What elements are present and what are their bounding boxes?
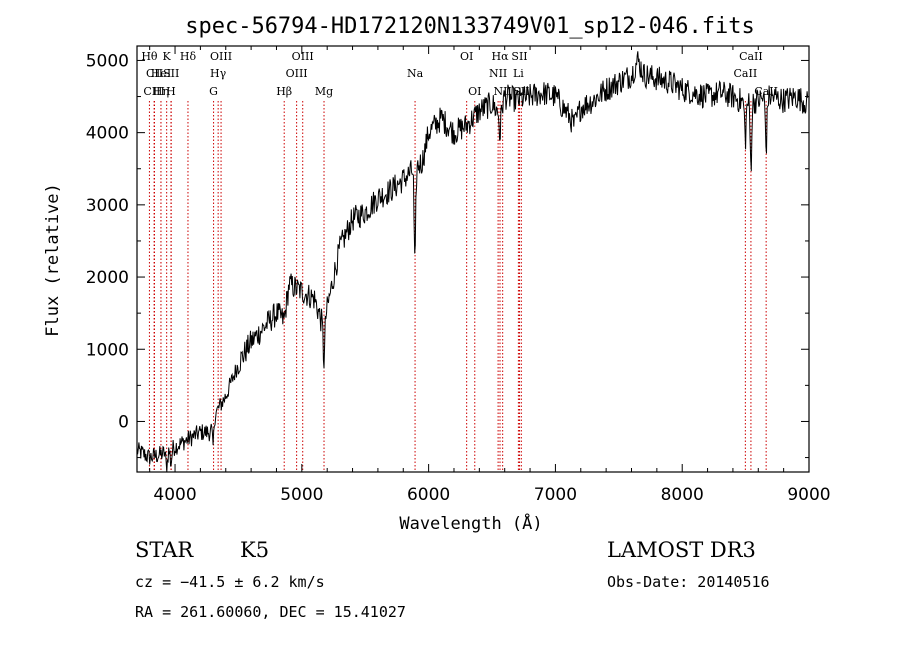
spectrum-series-line bbox=[136, 51, 809, 473]
spectral-line-label: SII bbox=[163, 67, 179, 80]
x-tick-label: 7000 bbox=[534, 485, 577, 505]
x-tick-label: 6000 bbox=[407, 485, 450, 505]
plot-frame bbox=[136, 45, 810, 473]
spectral-line-label: Hη bbox=[153, 85, 169, 98]
spectral-line-label: OI bbox=[468, 85, 481, 98]
redshift-cz: cz = −41.5 ± 6.2 km/s bbox=[135, 573, 325, 591]
spectral-line-label: Hα bbox=[491, 50, 509, 63]
y-tick-label: 3000 bbox=[86, 196, 129, 216]
x-tick-label: 4000 bbox=[153, 485, 196, 505]
survey-name: LAMOST DR3 bbox=[607, 538, 756, 562]
x-tick-label: 8000 bbox=[661, 485, 704, 505]
spectral-line-label: NII bbox=[489, 67, 507, 80]
spectral-line-label: Hδ bbox=[180, 50, 197, 63]
spectral-line-label: OIII bbox=[292, 50, 314, 63]
spectral-line-label: G bbox=[209, 85, 218, 98]
y-axis: 0 1000 2000 3000 4000 5000 bbox=[86, 51, 809, 459]
spectral-line-label: Na bbox=[407, 67, 424, 80]
y-tick-label: 4000 bbox=[86, 124, 129, 144]
x-tick-label: 5000 bbox=[280, 485, 323, 505]
spectral-line-label: Hγ bbox=[210, 67, 227, 80]
y-tick-label: 5000 bbox=[86, 51, 129, 71]
spectral-line-label: OIII bbox=[210, 50, 232, 63]
y-axis-label: Flux (relative) bbox=[43, 183, 63, 337]
spectral-subclass: K5 bbox=[240, 538, 270, 562]
spectral-line-label: CaII bbox=[734, 67, 758, 80]
x-axis-label: Wavelength (Å) bbox=[399, 512, 542, 534]
y-tick-label: 0 bbox=[118, 412, 129, 432]
y-tick-label: 1000 bbox=[86, 340, 129, 360]
spectral-line-label: K bbox=[163, 50, 172, 63]
y-tick-label: 2000 bbox=[86, 268, 129, 288]
object-class: STAR bbox=[135, 538, 194, 562]
spectral-line-label: CIII bbox=[143, 85, 164, 98]
spectral-line-label: CII bbox=[146, 67, 163, 80]
spectral-line-label: Hθ bbox=[141, 50, 158, 63]
coordinates: RA = 261.60060, DEC = 15.41027 bbox=[135, 603, 406, 621]
spectral-line-label: CaII bbox=[739, 50, 763, 63]
spectral-line-label: HeI bbox=[151, 67, 171, 80]
spectral-line-label: OI bbox=[460, 50, 473, 63]
spectral-line-label: Li bbox=[513, 67, 524, 80]
x-axis: 4000 5000 6000 7000 8000 9000 bbox=[149, 46, 831, 505]
spectral-line-label: Hβ bbox=[276, 85, 292, 98]
spectral-line-label: Mg bbox=[315, 85, 333, 98]
spectral-line-label: H bbox=[166, 85, 176, 98]
spectral-line-label: OIII bbox=[286, 67, 308, 80]
chart-title: spec-56794-HD172120N133749V01_sp12-046.f… bbox=[185, 14, 755, 39]
obs-date: Obs-Date: 20140516 bbox=[607, 573, 770, 591]
spectral-line-label: SII bbox=[511, 50, 527, 63]
x-tick-label: 9000 bbox=[787, 485, 830, 505]
